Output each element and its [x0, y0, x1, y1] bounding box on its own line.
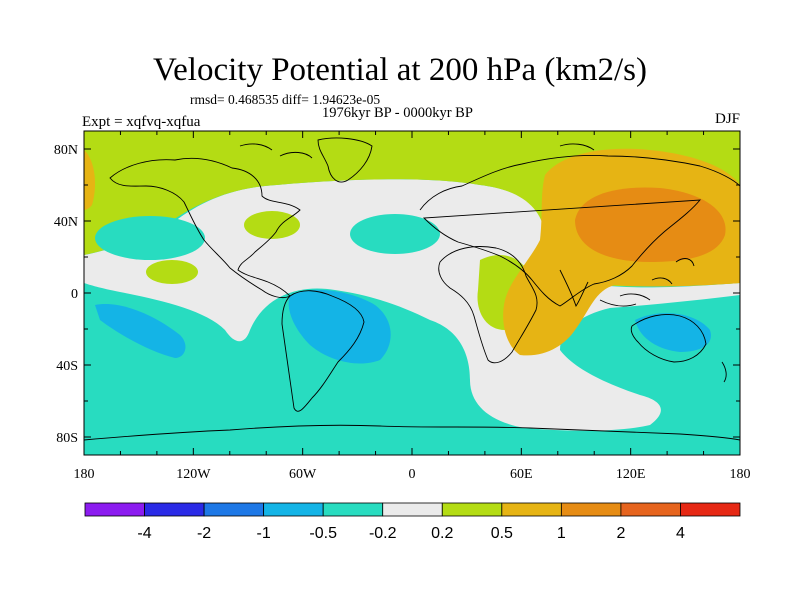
- axis-ticks: [83, 131, 741, 455]
- coast-south-america: [281, 290, 365, 412]
- colorbar-swatch: [263, 502, 324, 517]
- field-lime-blob-1: [244, 211, 300, 239]
- colorbar-label: -2: [197, 525, 211, 542]
- coast-africa: [438, 246, 538, 364]
- coast-north-america: [109, 157, 301, 299]
- field-orange-west-edge: [84, 150, 96, 210]
- colorbar-labels: -4 -2 -1 -0.5 -0.2 0.2 0.5 1 2 4: [137, 525, 685, 542]
- field-teal-blob-atl: [350, 214, 440, 254]
- colorbar-label: 0.5: [491, 525, 513, 542]
- colorbar-swatch: [382, 502, 443, 517]
- coast-se-asia: [599, 258, 695, 307]
- lon-label: 60E: [510, 467, 533, 482]
- coast-australia: [630, 314, 707, 363]
- lon-labels: 180 120W 60W 0 60E 120E 180: [74, 467, 751, 482]
- contour-field: [84, 131, 740, 455]
- lat-label: 40S: [56, 359, 78, 374]
- colorbar-swatch: [144, 502, 205, 517]
- field-lime-blob-2: [146, 260, 198, 284]
- lon-label: 0: [409, 467, 416, 482]
- colorbar-swatch: [680, 502, 741, 517]
- lat-label: 80N: [54, 143, 78, 158]
- colorbar-label: -1: [257, 525, 271, 542]
- field-teal-blob-na: [95, 216, 205, 260]
- colorbar-swatch: [322, 502, 384, 517]
- coast-new-zealand: [721, 361, 727, 383]
- colorbar-swatch: [441, 502, 503, 517]
- lat-labels: 80N 40N 0 40S 80S: [54, 143, 78, 446]
- coast-arctic-islands: [239, 143, 595, 159]
- colorbar-label: 0.2: [431, 525, 453, 542]
- colorbar-label: 1: [557, 525, 566, 542]
- colorbar-label: 4: [676, 525, 685, 542]
- field-blue-samerica: [288, 289, 391, 364]
- season-label: DJF: [714, 111, 740, 127]
- colorbar-label: 2: [616, 525, 625, 542]
- colorbar: [84, 502, 741, 517]
- colorbar-swatch: [203, 502, 265, 517]
- colorbar-label: -4: [137, 525, 151, 542]
- period-label: 1976kyr BP - 0000kyr BP: [322, 105, 473, 121]
- colorbar-swatch: [501, 502, 562, 517]
- colorbar-swatch: [84, 502, 145, 517]
- coastlines: [84, 137, 740, 441]
- lon-label: 180: [74, 467, 95, 482]
- rmsd-diff-stats: rmsd= 0.468535 diff= 1.94623e-05: [190, 92, 381, 107]
- lon-label: 60W: [289, 467, 317, 482]
- coast-india: [559, 269, 589, 308]
- colorbar-label: -0.2: [369, 525, 397, 542]
- colorbar-label: -0.5: [309, 525, 337, 542]
- experiment-label: Expt = xqfvq-xqfua: [82, 114, 201, 130]
- lon-label: 120W: [176, 467, 211, 482]
- coast-antarctica: [84, 424, 740, 441]
- map-title: Velocity Potential at 200 hPa (km2/s): [152, 52, 648, 88]
- lat-label: 40N: [54, 215, 78, 230]
- field-blue-pacific: [95, 304, 186, 358]
- coast-eurasia: [419, 155, 740, 307]
- lat-label: 80S: [56, 431, 78, 446]
- lon-label: 180: [730, 467, 751, 482]
- lat-label: 0: [71, 287, 78, 302]
- colorbar-swatch: [620, 502, 681, 517]
- field-blue-australia: [635, 313, 711, 352]
- lon-label: 120E: [616, 467, 646, 482]
- coast-greenland: [317, 137, 373, 183]
- colorbar-swatch: [560, 502, 622, 517]
- field-neutral-band: [84, 179, 740, 431]
